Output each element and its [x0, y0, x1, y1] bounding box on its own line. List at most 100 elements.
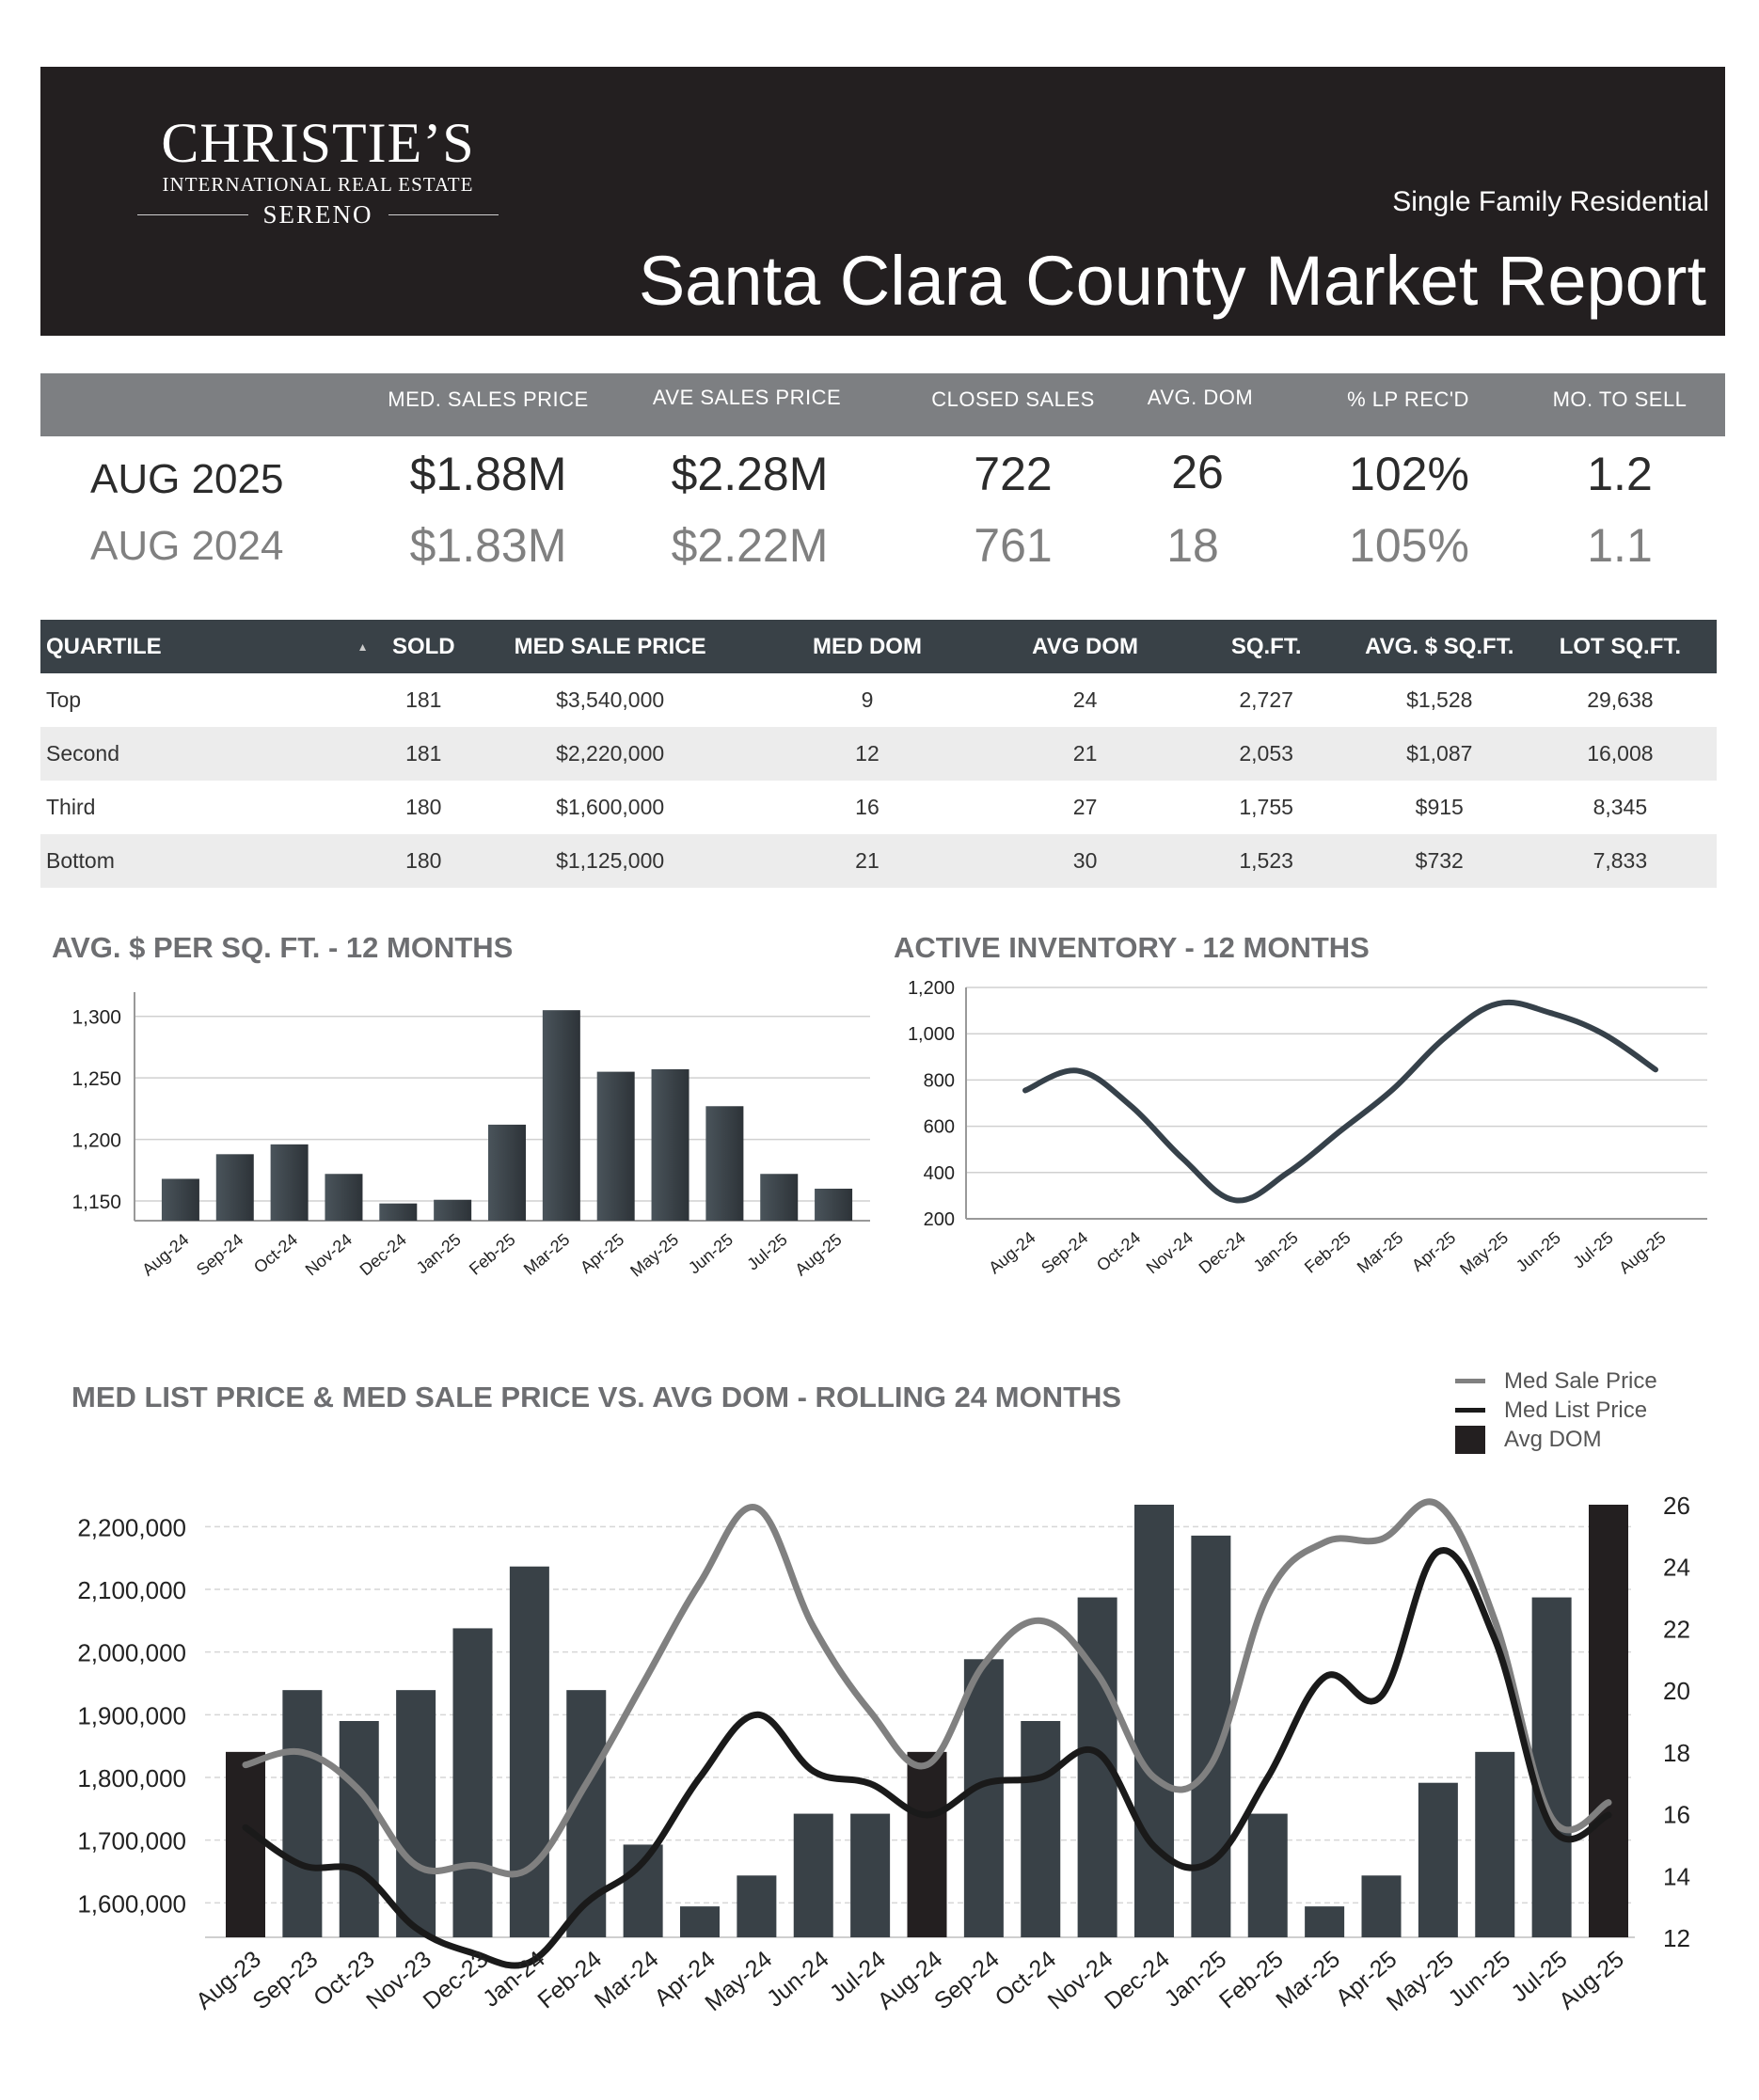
inventory-chart-title: ACTIVE INVENTORY - 12 MONTHS: [894, 931, 1370, 964]
x-tick-label: Mar-24: [590, 1946, 664, 2013]
quartile-col-avg-dom: AVG DOM: [992, 620, 1178, 673]
rolling-chart-title: MED LIST PRICE & MED SALE PRICE VS. AVG …: [71, 1381, 1122, 1413]
table-cell: 16: [855, 795, 880, 819]
med-sale-price-line: [242, 1498, 1612, 1878]
dom-bar: [509, 1566, 549, 1937]
inventory-line: [1022, 999, 1658, 1204]
quartile-col-quartile[interactable]: QUARTILE ▲: [40, 620, 369, 673]
x-tick-label: Aug-24: [873, 1946, 948, 2014]
bar: [161, 1178, 199, 1221]
x-tick-label: Nov-24: [1043, 1946, 1118, 2014]
y-left-tick-label: 2,000,000: [77, 1639, 186, 1667]
dom-bar: [850, 1813, 891, 1937]
table-cell: 9: [861, 687, 874, 712]
bar: [325, 1174, 363, 1221]
table-row: Top 181 $3,540,000 9 24 2,727 $1,528 29,…: [40, 673, 1717, 727]
logo-brand: CHRISTIE’S: [161, 112, 475, 174]
y-left-tick-label: 1,700,000: [77, 1827, 186, 1855]
summary-previous-closed-sales: 761: [974, 519, 1053, 572]
legend-swatch-avg-dom: [1455, 1425, 1485, 1454]
rolling-chart-legend: Med Sale Price Med List Price Avg DOM: [1455, 1366, 1700, 1454]
table-cell: Second: [40, 727, 369, 781]
x-tick-label: Feb-25: [1214, 1946, 1289, 2013]
y-right-tick-label: 16: [1663, 1801, 1690, 1829]
christies-logo: CHRISTIE’S INTERNATIONAL REAL ESTATE SER…: [122, 114, 514, 229]
ppsf-chart-title: AVG. $ PER SQ. FT. - 12 MONTHS: [52, 931, 514, 964]
logo-office: SERENO: [122, 200, 514, 229]
sort-ascending-icon[interactable]: ▲: [357, 640, 369, 655]
summary-current-ave-sales-price: $2.28M: [671, 448, 829, 500]
y-tick-label: 600: [924, 1117, 955, 1138]
table-cell: Top: [46, 687, 82, 712]
ppsf-bar-chart: 1,150 1,200 1,250 1,300 Aug-24 Sep-24 Oct-24 No…: [71, 992, 870, 1281]
x-tick-label: Sep-24: [1038, 1228, 1091, 1278]
table-cell: 180: [405, 795, 442, 819]
table-cell: 1,755: [1239, 795, 1293, 819]
y-left-tick-label: 1,600,000: [77, 1889, 186, 1918]
dom-bar: [1418, 1782, 1458, 1937]
logo-office-name: SERENO: [262, 200, 373, 229]
x-tick-label: Jul-25: [1569, 1228, 1616, 1272]
y-left-tick-label: 2,200,000: [77, 1513, 186, 1541]
summary-header-ave-sales-price: AVE SALES PRICE: [652, 386, 842, 409]
dom-bar: [1305, 1906, 1345, 1937]
summary-previous-mo-to-sell: 1.1: [1587, 519, 1653, 572]
summary-previous-label: AUG 2024: [90, 523, 284, 569]
summary-current-mo-to-sell: 1.2: [1587, 448, 1653, 500]
x-tick-label: Jan-25: [1250, 1228, 1302, 1276]
x-tick-label: Apr-25: [577, 1230, 627, 1277]
table-cell: 181: [405, 687, 442, 712]
table-cell: Third: [46, 795, 96, 819]
y-right-tick-label: 12: [1663, 1924, 1690, 1952]
dom-bar: [793, 1813, 833, 1937]
legend-label-avg-dom: Avg DOM: [1504, 1426, 1602, 1452]
x-tick-label: May-25: [626, 1230, 682, 1281]
dom-bar: [963, 1659, 1004, 1937]
x-tick-label: Mar-25: [520, 1230, 574, 1279]
bar: [434, 1199, 472, 1221]
x-tick-label: Jun-25: [1513, 1228, 1564, 1276]
dom-bar: [1247, 1813, 1288, 1937]
table-cell: 2,727: [1239, 687, 1293, 712]
dom-bar: [1589, 1505, 1628, 1937]
dom-bar: [1531, 1597, 1572, 1937]
dom-bar: [737, 1875, 777, 1937]
dom-bar: [452, 1628, 493, 1937]
summary-previous-avg-dom: 18: [1166, 519, 1219, 572]
summary-header-bar: MED. SALES PRICE AVE SALES PRICE CLOSED …: [40, 373, 1725, 436]
x-tick-label: Mar-25: [1354, 1228, 1407, 1277]
legend-item-avg-dom: Avg DOM: [1455, 1425, 1700, 1454]
x-tick-label: Dec-24: [1100, 1946, 1175, 2014]
x-tick-label: Aug-25: [791, 1230, 845, 1280]
x-tick-label: Oct-24: [250, 1230, 301, 1277]
table-row: Second 181 $2,220,000 12 21 2,053 $1,087…: [40, 727, 1717, 781]
quartile-col-quartile-label: QUARTILE: [46, 633, 162, 659]
quartile-col-med-sale-price: MED SALE PRICE: [479, 620, 742, 673]
table-cell: 12: [741, 727, 993, 781]
table-cell: Bottom: [40, 834, 369, 888]
quartile-col-med-dom: MED DOM: [741, 620, 993, 673]
quartile-col-sold: SOLD: [368, 620, 480, 673]
y-left-tick-label: 1,900,000: [77, 1701, 186, 1729]
x-tick-label: Nov-24: [1143, 1228, 1196, 1278]
bar: [379, 1203, 418, 1221]
x-tick-label: Jun-25: [1444, 1946, 1516, 2013]
y-tick-label: 400: [924, 1163, 955, 1184]
dom-bar: [680, 1906, 720, 1937]
summary-header-closed-sales: CLOSED SALES: [931, 387, 1095, 411]
bar: [705, 1106, 744, 1221]
table-cell: 181: [368, 727, 480, 781]
x-tick-label: Aug-23: [191, 1946, 266, 2014]
table-cell: $1,528: [1406, 687, 1473, 712]
summary-previous-ave-sales-price: $2.22M: [671, 519, 829, 572]
summary-current-lp-recd: 102%: [1349, 448, 1469, 500]
dom-bar: [1021, 1721, 1061, 1937]
logo-rule-right: [388, 214, 499, 215]
report-header: CHRISTIE’S INTERNATIONAL REAL ESTATE SER…: [40, 67, 1725, 336]
y-right-tick-label: 14: [1663, 1862, 1690, 1890]
dom-bar: [1475, 1751, 1515, 1937]
table-cell: 27: [1072, 795, 1098, 819]
dom-bar: [1361, 1875, 1402, 1937]
legend-swatch-med-list-price: [1455, 1408, 1485, 1413]
bar: [760, 1174, 799, 1221]
